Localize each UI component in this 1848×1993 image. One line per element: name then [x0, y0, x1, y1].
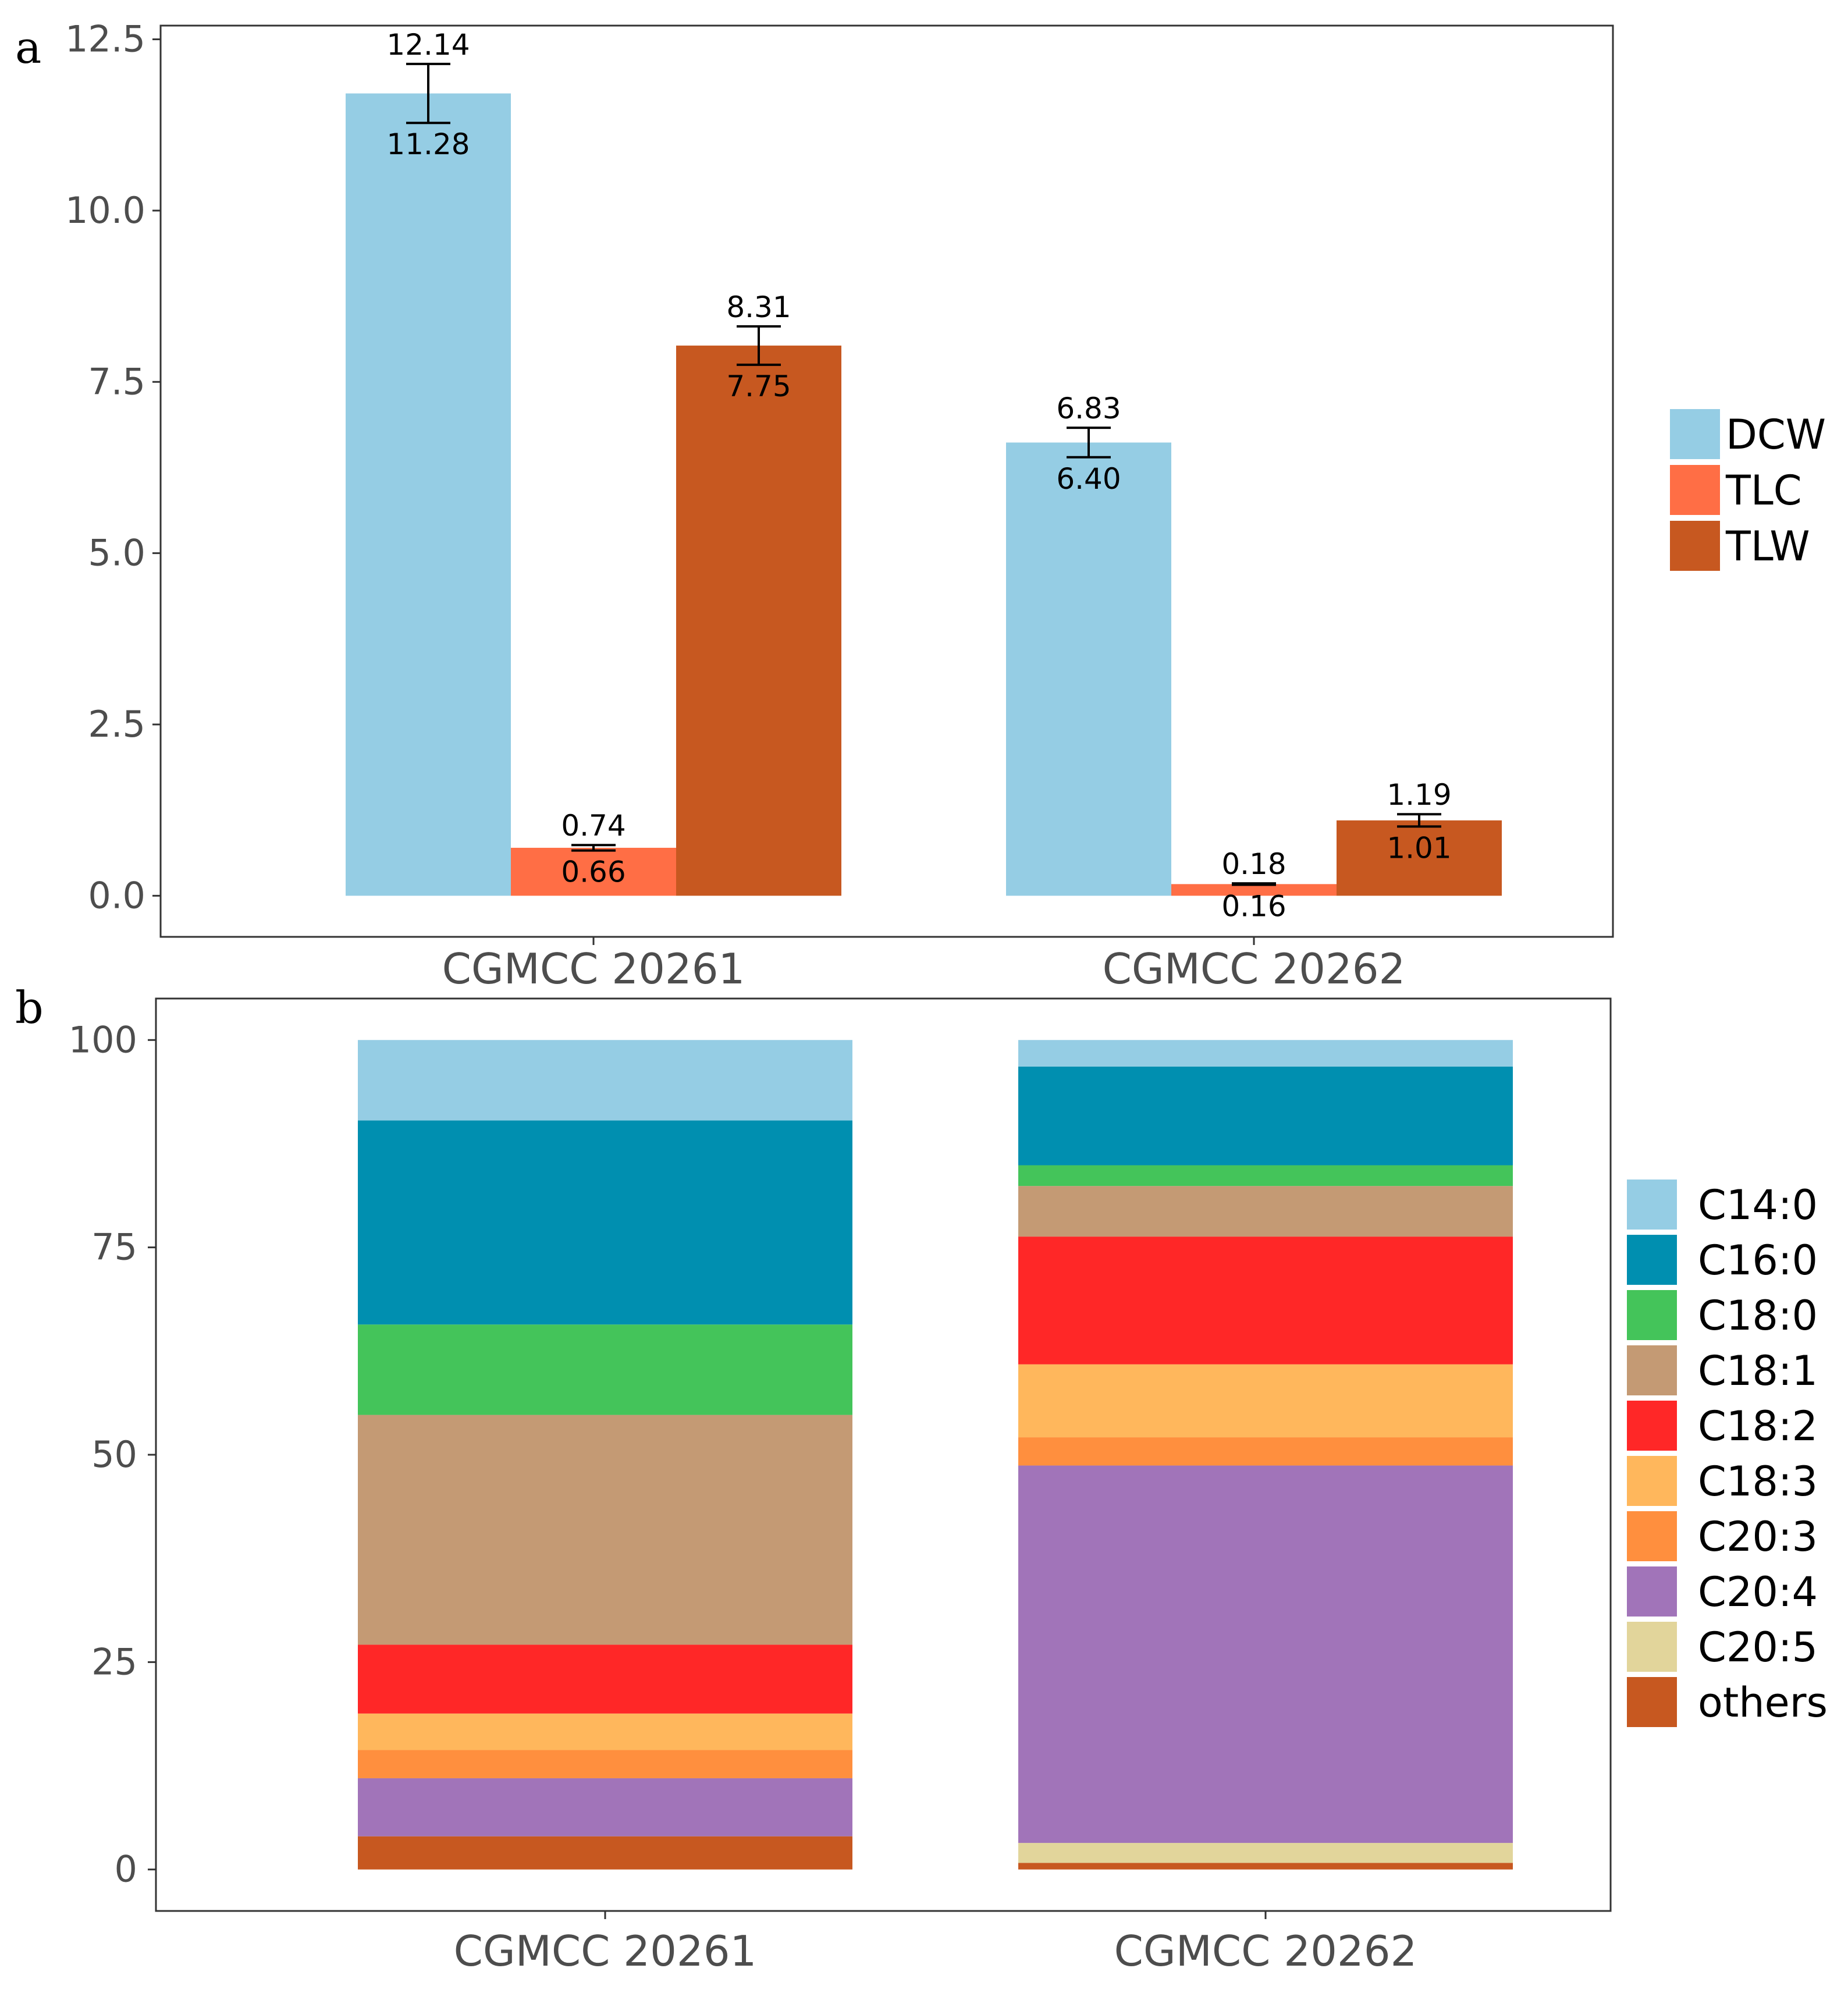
- legend-label-c18-1: C18:1: [1698, 1347, 1818, 1395]
- bar-dcw: [346, 93, 511, 896]
- legend-label-tlc: TLC: [1725, 467, 1802, 514]
- segment-c18-0: [358, 1324, 852, 1415]
- segment-c18-2: [1018, 1237, 1513, 1365]
- panel-b: b 0 25 50 75 100 CGMCC 20261 CGMCC 20262 C14:…: [15, 982, 1828, 1976]
- x-category-label: CGMCC 20261: [454, 1927, 757, 1976]
- legend-label-dcw: DCW: [1726, 411, 1826, 459]
- legend-swatch-dcw: [1670, 409, 1720, 459]
- error-high-label: 6.83: [1056, 392, 1121, 425]
- error-low-label: 0.16: [1221, 890, 1286, 923]
- legend-label-c18-2: C18:2: [1698, 1402, 1818, 1450]
- y-tick-label: 0.0: [88, 874, 145, 916]
- panel-b-bars: [358, 1040, 1513, 1870]
- error-high-label: 1.19: [1387, 778, 1451, 812]
- error-high-label: 8.31: [726, 290, 791, 324]
- legend-swatch-tlw: [1670, 521, 1720, 571]
- panel-b-legend: C14:0 C16:0 C18:0 C18:1 C18:2 C18:3 C20:3 C20:4…: [1627, 1180, 1828, 1727]
- segment-c18-0: [1018, 1165, 1513, 1186]
- segment-c20-5: [1018, 1843, 1513, 1863]
- error-low-label: 1.01: [1387, 831, 1451, 865]
- y-tick-label: 0: [115, 1848, 137, 1891]
- legend-swatch-c18-1: [1627, 1345, 1677, 1395]
- segment-c20-3: [358, 1750, 852, 1778]
- segment-c18-3: [358, 1713, 852, 1750]
- y-tick-label: 75: [91, 1226, 137, 1269]
- legend-swatch-c18-2: [1627, 1401, 1677, 1451]
- error-low-label: 11.28: [386, 127, 470, 161]
- segment-c20-4: [1018, 1465, 1513, 1843]
- legend-label-others: others: [1698, 1679, 1828, 1726]
- bar-tlw: [1337, 820, 1502, 896]
- bar-tlc: [511, 847, 676, 896]
- segment-c20-4: [358, 1778, 852, 1836]
- legend-label-tlw: TLW: [1725, 523, 1810, 570]
- legend-swatch-others: [1627, 1677, 1677, 1727]
- panel-a-bars: [346, 62, 1502, 896]
- segment-c16-0: [1018, 1066, 1513, 1166]
- legend-swatch-c16-0: [1627, 1235, 1677, 1285]
- bar-tlc: [1171, 884, 1337, 896]
- panel-a-legend: DCW TLC TLW: [1670, 409, 1826, 571]
- error-high-label: 12.14: [386, 28, 470, 62]
- legend-label-c18-0: C18:0: [1698, 1292, 1818, 1340]
- x-category-label: CGMCC 20262: [1114, 1927, 1417, 1976]
- segment-c18-1: [1018, 1186, 1513, 1237]
- panel-a-plot-border: [159, 24, 1614, 938]
- error-high-label: 0.74: [561, 809, 626, 843]
- panel-b-y-axis: 0 25 50 75 100: [69, 1018, 156, 1891]
- segment-c18-1: [358, 1415, 852, 1645]
- segment-c16-0: [358, 1120, 852, 1325]
- legend-label-c18-3: C18:3: [1698, 1458, 1818, 1505]
- bar-tlw: [676, 345, 841, 896]
- panel-a-data-labels: 12.14 11.28 0.74 0.66 8.31 7.75 6.83 6.40 0.18 0.…: [386, 28, 1451, 923]
- legend-swatch-c20-3: [1627, 1511, 1677, 1561]
- y-tick-label: 50: [91, 1433, 137, 1476]
- legend-label-c20-5: C20:5: [1698, 1623, 1818, 1671]
- legend-swatch-tlc: [1670, 465, 1720, 515]
- panel-a-y-axis: 0.0 2.5 5.0 7.5 10.0 12.5: [65, 18, 161, 916]
- panel-a-x-axis: CGMCC 20261 CGMCC 20262: [442, 937, 1406, 993]
- panel-b-x-axis: CGMCC 20261 CGMCC 20262: [454, 1911, 1417, 1976]
- segment-c18-2: [358, 1644, 852, 1714]
- legend-label-c20-4: C20:4: [1698, 1568, 1818, 1616]
- error-low-label: 0.66: [561, 855, 626, 889]
- legend-swatch-c18-3: [1627, 1456, 1677, 1506]
- segment-c14-0: [358, 1040, 852, 1121]
- y-tick-label: 100: [69, 1018, 137, 1061]
- segment-others: [1018, 1863, 1513, 1870]
- x-category-label: CGMCC 20262: [1103, 944, 1406, 993]
- y-tick-label: 12.5: [65, 18, 145, 61]
- segment-c18-3: [1018, 1364, 1513, 1438]
- legend-swatch-c20-4: [1627, 1566, 1677, 1617]
- panel-b-letter: b: [15, 982, 44, 1033]
- legend-label-c20-3: C20:3: [1698, 1513, 1818, 1561]
- y-tick-label: 10.0: [65, 189, 145, 232]
- segment-others: [358, 1836, 852, 1870]
- y-tick-label: 2.5: [88, 703, 145, 745]
- segment-c20-3: [1018, 1437, 1513, 1466]
- segment-c14-0: [1018, 1040, 1513, 1067]
- legend-swatch-c20-5: [1627, 1622, 1677, 1672]
- error-high-label: 0.18: [1221, 847, 1286, 881]
- x-category-label: CGMCC 20261: [442, 944, 745, 993]
- panel-a-letter: a: [15, 22, 41, 73]
- y-tick-label: 7.5: [88, 360, 145, 403]
- panel-a: a 0.0 2.5 5.0 7.5 10.0 12.5 12.14 11.28 0.74 0.6…: [15, 18, 1826, 993]
- y-tick-label: 5.0: [88, 532, 145, 574]
- bar-dcw: [1006, 442, 1171, 896]
- y-tick-label: 25: [91, 1640, 137, 1683]
- legend-label-c14-0: C14:0: [1698, 1181, 1818, 1229]
- legend-swatch-c14-0: [1627, 1180, 1677, 1230]
- error-low-label: 7.75: [726, 370, 791, 403]
- legend-label-c16-0: C16:0: [1698, 1237, 1818, 1284]
- error-low-label: 6.40: [1056, 462, 1121, 496]
- legend-swatch-c18-0: [1627, 1290, 1677, 1340]
